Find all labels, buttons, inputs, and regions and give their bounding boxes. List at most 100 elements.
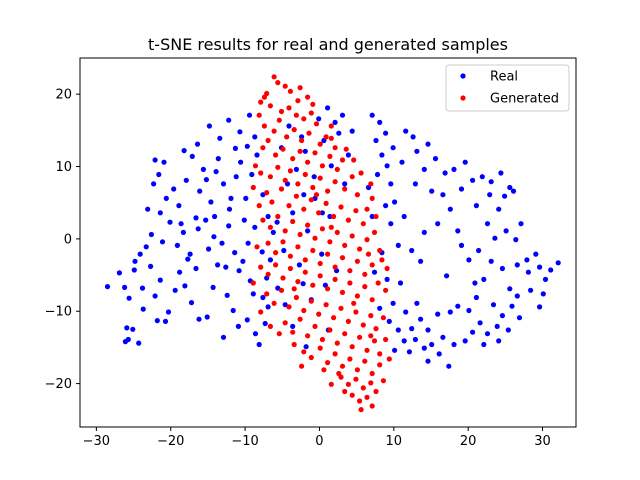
data-point-real	[212, 213, 218, 220]
data-point-real	[203, 217, 209, 223]
data-point-real	[514, 293, 520, 299]
data-point-generated	[362, 358, 368, 364]
data-point-real	[494, 323, 500, 329]
data-point-real	[458, 186, 465, 192]
data-point-real	[466, 307, 472, 314]
data-point-real	[244, 317, 250, 323]
data-point-generated	[325, 286, 331, 292]
data-point-real	[200, 166, 206, 172]
data-point-generated	[284, 134, 290, 140]
data-point-real	[432, 156, 439, 162]
data-point-generated	[308, 354, 314, 361]
data-point-generated	[278, 108, 285, 115]
data-point-real	[250, 291, 256, 297]
data-point-real	[172, 287, 178, 293]
data-point-real	[507, 184, 513, 191]
data-point-real	[401, 338, 407, 344]
data-point-generated	[264, 190, 270, 196]
legend-label-real: Real	[490, 70, 518, 85]
data-point-generated	[364, 394, 370, 400]
data-point-real	[145, 206, 151, 212]
data-point-generated	[368, 380, 374, 386]
data-point-generated	[256, 112, 262, 118]
data-point-generated	[357, 246, 363, 252]
data-point-real	[165, 309, 172, 315]
data-point-real	[286, 123, 292, 129]
data-point-real	[319, 210, 325, 216]
data-point-real	[244, 143, 250, 149]
data-point-generated	[287, 168, 293, 174]
data-point-generated	[345, 217, 351, 223]
data-point-real	[161, 159, 167, 165]
data-point-generated	[327, 327, 333, 333]
data-point-generated	[365, 251, 372, 257]
data-point-real	[488, 179, 494, 185]
data-point-generated	[349, 392, 355, 398]
data-point-generated	[353, 309, 359, 315]
data-point-real	[194, 141, 201, 147]
data-point-real	[148, 263, 154, 269]
data-point-generated	[286, 304, 292, 310]
data-point-real	[211, 234, 217, 240]
data-point-real	[481, 341, 487, 348]
data-point-generated	[258, 264, 264, 270]
data-point-real	[513, 237, 519, 243]
data-point-real	[540, 291, 546, 297]
data-point-generated	[332, 145, 338, 151]
data-point-real	[399, 159, 405, 165]
data-point-generated	[364, 206, 370, 212]
data-point-real	[159, 239, 166, 245]
data-point-generated	[265, 240, 271, 246]
data-point-real	[152, 157, 158, 163]
data-point-generated	[328, 381, 334, 387]
data-point-generated	[306, 130, 312, 136]
data-point-generated	[273, 152, 279, 158]
data-point-real	[236, 268, 242, 274]
y-tick-label: 10	[55, 160, 72, 175]
data-point-generated	[386, 356, 392, 362]
data-point-generated	[342, 388, 348, 395]
data-point-real	[537, 264, 543, 270]
data-point-real	[505, 327, 511, 333]
data-point-generated	[287, 88, 293, 94]
data-point-generated	[267, 174, 273, 180]
data-point-real	[377, 305, 383, 311]
data-point-real	[345, 152, 351, 158]
data-point-real	[507, 286, 513, 292]
data-point-real	[235, 323, 241, 329]
data-point-generated	[323, 302, 329, 308]
data-point-generated	[338, 204, 344, 210]
data-point-generated	[290, 218, 296, 225]
data-point-real	[444, 273, 450, 279]
data-point-real	[252, 224, 258, 230]
data-point-generated	[339, 157, 346, 163]
data-point-real	[455, 228, 461, 234]
data-point-real	[293, 166, 299, 172]
data-point-generated	[317, 141, 323, 147]
data-point-real	[524, 257, 530, 263]
data-point-real	[388, 181, 394, 187]
data-point-real	[442, 170, 448, 176]
data-point-generated	[323, 200, 329, 206]
data-point-generated	[319, 163, 325, 169]
data-point-generated	[373, 213, 379, 220]
data-point-real	[254, 152, 260, 158]
data-point-generated	[261, 94, 267, 100]
data-point-generated	[280, 146, 286, 152]
data-point-real	[332, 119, 338, 125]
data-point-generated	[325, 360, 331, 366]
data-point-generated	[331, 213, 337, 220]
data-point-generated	[349, 233, 355, 239]
data-point-generated	[339, 255, 346, 261]
data-point-generated	[295, 244, 301, 250]
data-point-generated	[373, 326, 379, 332]
data-point-real	[152, 293, 158, 299]
data-point-real	[390, 300, 396, 306]
data-point-generated	[302, 269, 308, 275]
data-point-real	[446, 363, 452, 369]
y-tick-label: 0	[64, 232, 72, 247]
data-point-real	[156, 171, 162, 178]
data-point-generated	[357, 398, 363, 404]
data-point-generated	[267, 323, 273, 329]
